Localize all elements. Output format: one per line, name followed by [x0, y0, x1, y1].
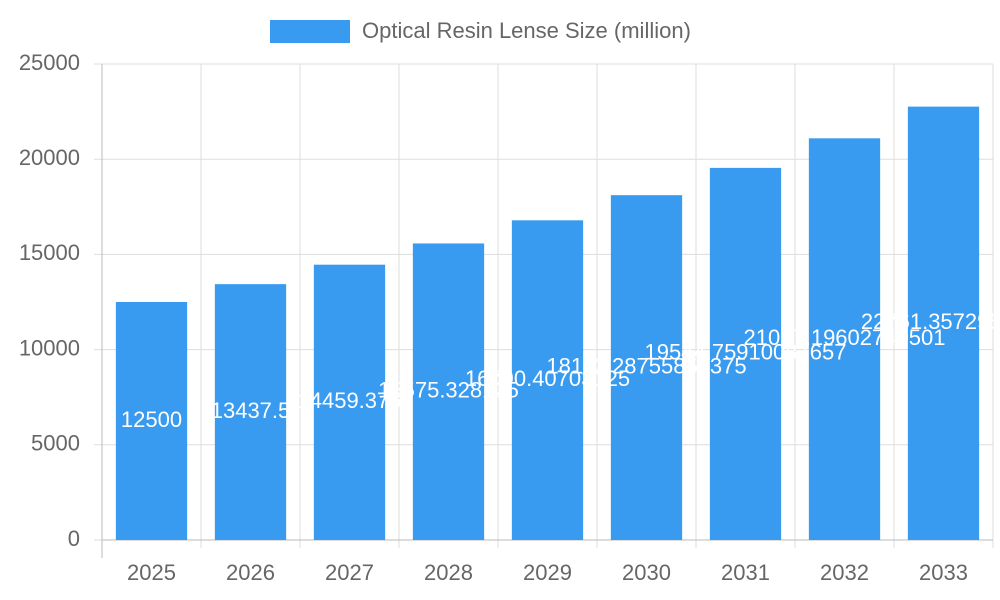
legend-label[interactable]: Optical Resin Lense Size (million) — [362, 18, 691, 43]
bar — [511, 220, 584, 540]
x-tick-label: 2033 — [919, 560, 968, 585]
value-label: 16790.40703125 — [465, 366, 630, 391]
value-label: 15575.328125 — [378, 378, 519, 403]
bar — [610, 195, 683, 541]
y-tick-label: 0 — [68, 526, 80, 551]
bar — [709, 167, 782, 540]
value-label: 18110.28755859375 — [546, 353, 746, 378]
y-tick-label: 20000 — [19, 145, 80, 170]
x-tick-label: 2026 — [226, 560, 275, 585]
bar — [313, 264, 386, 540]
legend-swatch[interactable] — [270, 20, 350, 43]
x-tick-label: 2025 — [127, 560, 176, 585]
y-tick-label: 10000 — [19, 335, 80, 360]
x-tick-label: 2032 — [820, 560, 869, 585]
x-tick-label: 2028 — [424, 560, 473, 585]
value-label: 22761.35729576 — [861, 309, 1000, 334]
x-tick-label: 2027 — [325, 560, 374, 585]
y-tick-label: 5000 — [31, 431, 80, 456]
value-label: 12500 — [121, 407, 182, 432]
bar — [115, 302, 188, 540]
x-tick-label: 2030 — [622, 560, 671, 585]
bar — [412, 243, 485, 541]
x-tick-label: 2031 — [721, 560, 770, 585]
bar — [907, 106, 980, 541]
bar — [214, 284, 287, 540]
y-tick-label: 15000 — [19, 240, 80, 265]
value-label: 14459.375 — [298, 388, 402, 413]
x-tick-label: 2029 — [523, 560, 572, 585]
value-label: 13437.5 — [211, 398, 291, 423]
value-label: 19544.75910087657 — [645, 340, 847, 365]
bar — [808, 138, 881, 540]
value-label: 21097.19602740501 — [744, 325, 946, 350]
y-tick-label: 25000 — [19, 50, 80, 75]
